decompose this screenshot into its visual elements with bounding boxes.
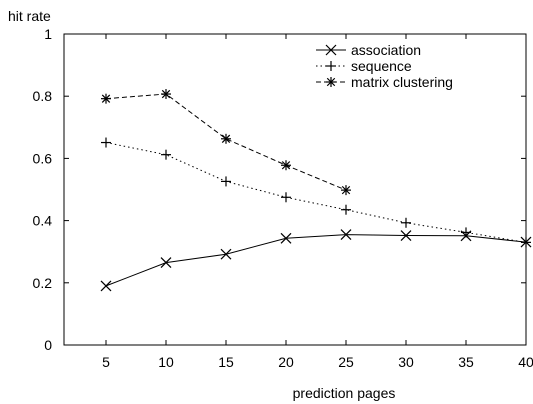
data-point-sequence	[221, 176, 231, 187]
data-point-association	[220, 248, 232, 260]
x-tick-label: 40	[518, 354, 533, 370]
data-point-matrix-clustering	[101, 93, 111, 104]
plot-frame	[63, 33, 527, 346]
legend-label: matrix clustering	[351, 74, 453, 90]
legend-label: association	[351, 42, 421, 58]
legend-label: sequence	[351, 58, 412, 74]
series-association	[100, 229, 532, 292]
data-point-sequence	[281, 192, 291, 203]
x-tick-label: 25	[338, 354, 354, 370]
legend-item-sequence: sequence	[316, 58, 412, 74]
y-tick-label: 0	[44, 337, 52, 353]
series-matrix-clustering	[101, 89, 351, 196]
data-point-matrix-clustering	[221, 133, 231, 144]
data-point-sequence	[101, 137, 111, 148]
y-tick-label: 0.6	[33, 150, 53, 166]
x-tick-label: 15	[218, 354, 234, 370]
data-point-association	[340, 229, 352, 241]
x-axis-label: prediction pages	[293, 385, 396, 401]
data-point-sequence	[521, 237, 531, 248]
legend-swatch-marker	[325, 44, 337, 56]
y-axis-label: hit rate	[8, 8, 51, 24]
axis-ticks: 5 10 15 20 25 30 35 40 0 0.2 0.4 0.6 0.8 1	[33, 26, 533, 370]
legend-swatch-marker	[326, 61, 336, 71]
legend-swatch-marker	[326, 77, 336, 87]
data-point-sequence	[341, 204, 351, 215]
data-point-association	[100, 280, 112, 292]
data-point-association	[400, 230, 412, 241]
x-tick-label: 30	[398, 354, 414, 370]
x-tick-label: 20	[278, 354, 294, 370]
series-layer	[100, 89, 532, 292]
data-point-matrix-clustering	[341, 185, 351, 196]
series-line-association	[105, 234, 527, 287]
series-line-sequence	[105, 142, 527, 243]
data-point-matrix-clustering	[281, 160, 291, 171]
data-point-association	[280, 232, 292, 244]
data-point-sequence	[161, 149, 171, 160]
y-tick-label: 0.4	[33, 213, 53, 229]
legend-item-matrix-clustering: matrix clustering	[316, 74, 453, 90]
x-tick-label: 35	[458, 354, 474, 370]
y-tick-label: 1	[44, 26, 52, 42]
plot-area	[63, 33, 527, 346]
series-sequence	[101, 137, 531, 248]
y-tick-label: 0.8	[33, 88, 53, 104]
data-point-association	[160, 257, 172, 269]
data-point-sequence	[461, 227, 471, 238]
x-tick-label: 10	[158, 354, 174, 370]
data-point-matrix-clustering	[161, 89, 171, 100]
y-tick-label: 0.2	[33, 275, 53, 291]
data-point-sequence	[401, 217, 411, 228]
x-tick-label: 5	[102, 354, 110, 370]
series-line-matrix-clustering	[105, 93, 347, 191]
legend-item-association: association	[316, 42, 421, 58]
